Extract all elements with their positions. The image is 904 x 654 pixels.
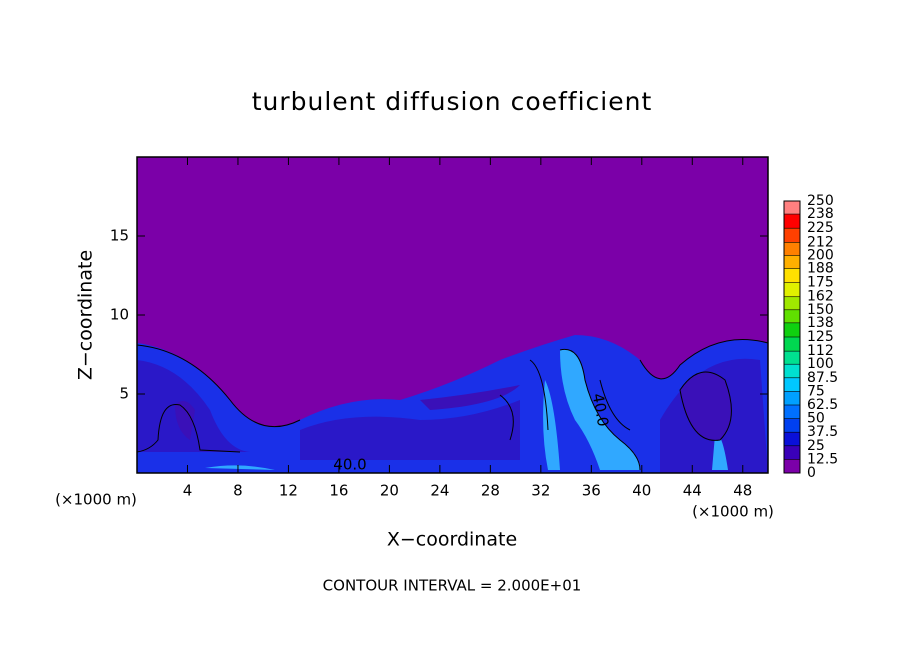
x-tick-label: 44 xyxy=(683,482,702,500)
contour-line xyxy=(136,344,301,428)
colorbar-swatch xyxy=(784,445,800,460)
contour-line xyxy=(559,348,641,471)
colorbar-label: 188 xyxy=(807,260,834,276)
colorbar-label: 0 xyxy=(807,465,816,481)
colorbar-label: 62.5 xyxy=(807,397,838,413)
x-unit-label: (×1000 m) xyxy=(692,503,774,521)
colorbar-label: 50 xyxy=(807,411,825,427)
colorbar-label: 112 xyxy=(807,343,834,359)
colorbar-label: 125 xyxy=(807,329,834,345)
colorbar-swatch xyxy=(784,432,800,446)
colorbar-label: 212 xyxy=(807,234,834,250)
x-tick-label: 4 xyxy=(183,482,193,500)
chart-title: turbulent diffusion coefficient xyxy=(252,87,653,116)
contour-label: 40.0 xyxy=(589,392,613,428)
colorbar-label: 25 xyxy=(807,438,825,454)
y-axis-label: Z−coordinate xyxy=(75,250,97,380)
colorbar-swatch xyxy=(784,282,800,297)
colorbar-label: 150 xyxy=(807,302,834,318)
contour-line xyxy=(499,359,631,441)
contour-label: 40.0 xyxy=(333,456,366,474)
x-tick-label: 8 xyxy=(233,482,243,500)
y-tick-label: 10 xyxy=(110,306,129,324)
colorbar-swatch xyxy=(784,364,800,378)
contour-line xyxy=(679,371,732,441)
x-tick-label: 24 xyxy=(430,482,449,500)
colorbar-label: 175 xyxy=(807,275,834,291)
colorbar-swatch xyxy=(784,418,800,433)
colorbar-label: 250 xyxy=(807,193,834,209)
colorbar-swatch xyxy=(784,268,800,283)
colorbar-swatch xyxy=(784,337,800,352)
x-tick-label: 48 xyxy=(733,482,752,500)
footer-note: CONTOUR INTERVAL = 2.000E+01 xyxy=(323,577,582,595)
colorbar-swatch xyxy=(784,351,800,365)
colorbar-swatch xyxy=(784,405,800,419)
colorbar-swatch xyxy=(784,391,800,405)
field-region xyxy=(205,349,728,470)
colorbar-label: 225 xyxy=(807,220,834,236)
field-region xyxy=(175,372,732,441)
colorbar-swatch xyxy=(784,322,800,337)
x-tick-label: 36 xyxy=(582,482,601,500)
colorbar-swatch xyxy=(784,255,800,269)
y-tick-label: 5 xyxy=(119,385,129,403)
x-tick-label: 40 xyxy=(632,482,651,500)
colorbar-swatch xyxy=(784,214,800,229)
contour-line xyxy=(136,403,241,453)
contour-line xyxy=(639,339,769,380)
y-tick-label: 15 xyxy=(110,227,129,245)
colorbar-swatch xyxy=(784,296,800,310)
x-unit-label: (×1000 m) xyxy=(55,491,137,509)
colorbar-label: 87.5 xyxy=(807,370,838,386)
x-tick-label: 12 xyxy=(279,482,298,500)
x-tick-label: 32 xyxy=(531,482,550,500)
x-tick-label: 28 xyxy=(481,482,500,500)
colorbar-swatch xyxy=(784,201,800,215)
colorbar-label: 162 xyxy=(807,289,834,305)
colorbar-swatch xyxy=(784,459,800,473)
x-axis-label: X−coordinate xyxy=(387,529,517,551)
x-tick-label: 20 xyxy=(380,482,399,500)
colorbar-label: 200 xyxy=(807,247,834,263)
field-region xyxy=(137,358,768,473)
contour-field xyxy=(136,157,769,473)
colorbar-swatch xyxy=(784,242,800,256)
colorbar-swatch xyxy=(784,309,800,323)
colorbar-swatch xyxy=(784,228,800,243)
colorbar-label: 37.5 xyxy=(807,424,838,440)
colorbar-label: 12.5 xyxy=(807,451,838,467)
colorbar-label: 138 xyxy=(807,315,834,331)
colorbar-swatch xyxy=(784,377,800,392)
colorbar-label: 75 xyxy=(807,383,825,399)
colorbar-label: 100 xyxy=(807,356,834,372)
colorbar-label: 238 xyxy=(807,206,834,222)
x-tick-label: 16 xyxy=(329,482,348,500)
